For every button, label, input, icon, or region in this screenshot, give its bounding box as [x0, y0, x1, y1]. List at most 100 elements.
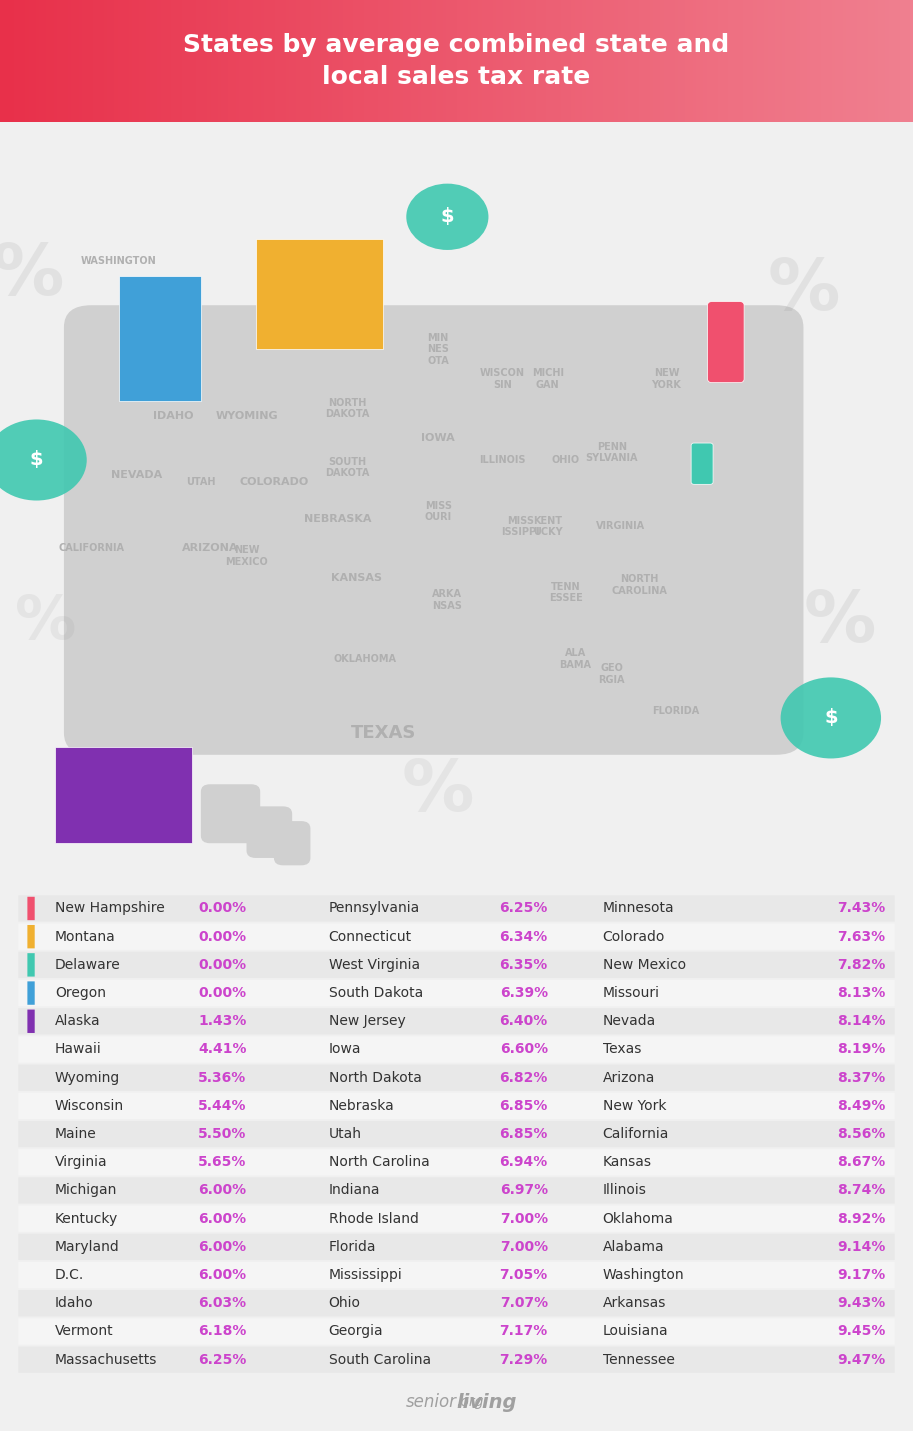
Text: 9.45%: 9.45% — [837, 1325, 886, 1338]
Text: 7.82%: 7.82% — [837, 957, 886, 972]
Text: 7.00%: 7.00% — [499, 1212, 548, 1226]
Text: IOWA: IOWA — [422, 434, 455, 442]
Text: Tennessee: Tennessee — [603, 1352, 675, 1367]
Text: Kansas: Kansas — [603, 1155, 652, 1169]
FancyBboxPatch shape — [18, 1205, 895, 1232]
Text: 6.25%: 6.25% — [198, 1352, 247, 1367]
Text: 6.00%: 6.00% — [198, 1212, 247, 1226]
Text: TENN
ESSEE: TENN ESSEE — [550, 582, 582, 604]
Text: ILLINOIS: ILLINOIS — [479, 455, 525, 465]
Text: 4.41%: 4.41% — [198, 1042, 247, 1056]
FancyBboxPatch shape — [18, 1291, 895, 1317]
FancyBboxPatch shape — [18, 896, 895, 922]
Text: 5.44%: 5.44% — [198, 1099, 247, 1113]
Text: Georgia: Georgia — [329, 1325, 383, 1338]
FancyBboxPatch shape — [18, 1318, 895, 1345]
Text: WASHINGTON: WASHINGTON — [81, 256, 156, 266]
Text: Montana: Montana — [55, 930, 116, 943]
FancyBboxPatch shape — [18, 1347, 895, 1372]
Text: Idaho: Idaho — [55, 1296, 93, 1311]
Text: 8.56%: 8.56% — [837, 1128, 886, 1141]
Text: 7.00%: 7.00% — [499, 1239, 548, 1254]
Text: MISS
OURI: MISS OURI — [425, 501, 452, 522]
Text: Rhode Island: Rhode Island — [329, 1212, 418, 1226]
Text: KENT
UCKY: KENT UCKY — [533, 515, 562, 537]
Text: 6.97%: 6.97% — [499, 1183, 548, 1198]
Text: Kentucky: Kentucky — [55, 1212, 118, 1226]
Text: NEW
YORK: NEW YORK — [652, 368, 681, 389]
Text: 6.60%: 6.60% — [499, 1042, 548, 1056]
Text: 9.14%: 9.14% — [837, 1239, 886, 1254]
Circle shape — [406, 183, 488, 250]
Text: 7.05%: 7.05% — [499, 1268, 548, 1282]
Text: 0.00%: 0.00% — [198, 957, 247, 972]
Text: Massachusetts: Massachusetts — [55, 1352, 157, 1367]
Text: Maine: Maine — [55, 1128, 97, 1141]
FancyBboxPatch shape — [27, 897, 35, 920]
FancyBboxPatch shape — [18, 1120, 895, 1148]
Text: 8.37%: 8.37% — [837, 1070, 886, 1085]
Text: Connecticut: Connecticut — [329, 930, 412, 943]
Text: 7.43%: 7.43% — [837, 902, 886, 916]
Text: New Jersey: New Jersey — [329, 1015, 405, 1029]
Text: Indiana: Indiana — [329, 1183, 380, 1198]
Text: Florida: Florida — [329, 1239, 376, 1254]
Text: OHIO: OHIO — [552, 455, 580, 465]
Text: 7.63%: 7.63% — [837, 930, 886, 943]
Text: Maryland: Maryland — [55, 1239, 120, 1254]
FancyBboxPatch shape — [18, 952, 895, 977]
Text: West Virginia: West Virginia — [329, 957, 420, 972]
Text: 5.50%: 5.50% — [198, 1128, 247, 1141]
Text: TEXAS: TEXAS — [351, 724, 416, 741]
Text: 9.47%: 9.47% — [837, 1352, 886, 1367]
FancyBboxPatch shape — [27, 953, 35, 976]
Text: North Dakota: North Dakota — [329, 1070, 422, 1085]
Text: 9.17%: 9.17% — [837, 1268, 886, 1282]
Text: Mississippi: Mississippi — [329, 1268, 403, 1282]
Polygon shape — [119, 276, 201, 401]
FancyBboxPatch shape — [247, 806, 292, 859]
Text: 7.07%: 7.07% — [499, 1296, 548, 1311]
Text: Michigan: Michigan — [55, 1183, 117, 1198]
Text: 8.19%: 8.19% — [837, 1042, 886, 1056]
Text: %: % — [803, 588, 876, 657]
FancyBboxPatch shape — [18, 1065, 895, 1090]
Text: Oklahoma: Oklahoma — [603, 1212, 674, 1226]
Text: Wisconsin: Wisconsin — [55, 1099, 124, 1113]
Text: 6.00%: 6.00% — [198, 1183, 247, 1198]
Text: Arizona: Arizona — [603, 1070, 655, 1085]
Text: 5.36%: 5.36% — [198, 1070, 247, 1085]
Text: 0.00%: 0.00% — [198, 930, 247, 943]
Text: 6.40%: 6.40% — [499, 1015, 548, 1029]
Text: D.C.: D.C. — [55, 1268, 84, 1282]
Text: 6.03%: 6.03% — [198, 1296, 247, 1311]
Text: 7.29%: 7.29% — [499, 1352, 548, 1367]
FancyBboxPatch shape — [27, 1009, 35, 1033]
Text: Iowa: Iowa — [329, 1042, 362, 1056]
Text: Alabama: Alabama — [603, 1239, 664, 1254]
Text: MISS
ISSIPPI: MISS ISSIPPI — [501, 515, 540, 537]
Text: New Mexico: New Mexico — [603, 957, 686, 972]
Text: Colorado: Colorado — [603, 930, 665, 943]
Text: Alaska: Alaska — [55, 1015, 100, 1029]
Text: New Hampshire: New Hampshire — [55, 902, 164, 916]
Text: $: $ — [824, 708, 837, 727]
Text: COLORADO: COLORADO — [239, 477, 309, 487]
Circle shape — [781, 677, 881, 758]
Text: 9.43%: 9.43% — [837, 1296, 886, 1311]
Text: Illinois: Illinois — [603, 1183, 646, 1198]
Text: Utah: Utah — [329, 1128, 362, 1141]
Text: 8.14%: 8.14% — [837, 1015, 886, 1029]
Text: OKLAHOMA: OKLAHOMA — [333, 654, 397, 664]
Text: Nevada: Nevada — [603, 1015, 656, 1029]
Text: Pennsylvania: Pennsylvania — [329, 902, 420, 916]
Text: Vermont: Vermont — [55, 1325, 113, 1338]
Text: ARKA
NSAS: ARKA NSAS — [433, 590, 462, 611]
Text: 7.17%: 7.17% — [499, 1325, 548, 1338]
FancyBboxPatch shape — [274, 821, 310, 866]
Text: 6.18%: 6.18% — [198, 1325, 247, 1338]
FancyBboxPatch shape — [691, 444, 713, 484]
Text: MONTANA: MONTANA — [277, 290, 362, 305]
Text: Wyoming: Wyoming — [55, 1070, 120, 1085]
Text: Washington: Washington — [603, 1268, 684, 1282]
